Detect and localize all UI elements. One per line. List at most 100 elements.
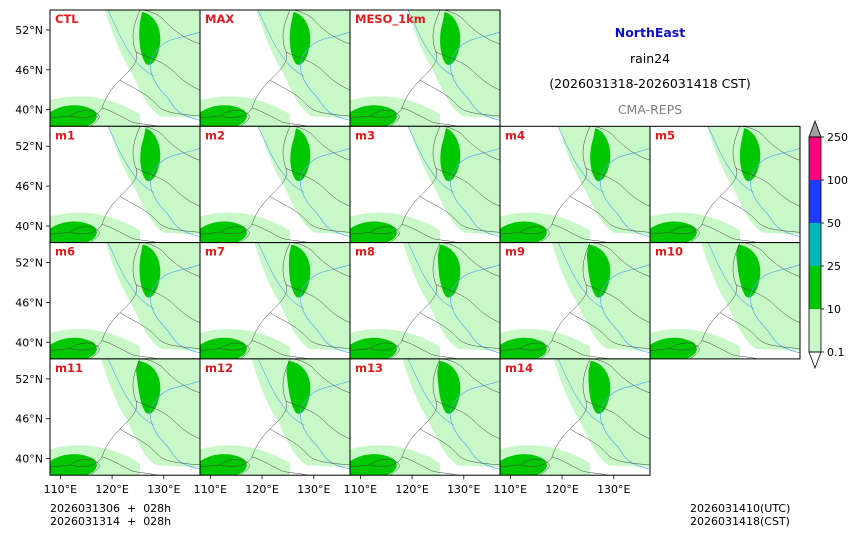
lat-tick-label: 40°N — [15, 220, 43, 233]
system-title: CMA-REPS — [617, 102, 683, 117]
boundary-line — [551, 224, 609, 243]
panel-m1: m1 — [49, 125, 201, 244]
boundary-line — [219, 342, 250, 359]
boundary-line — [589, 358, 650, 394]
panel-m6: m6 — [49, 242, 201, 360]
boundary-line — [439, 242, 500, 277]
boundary-line — [401, 340, 459, 359]
rain-moderate-core — [139, 12, 161, 65]
boundary-line — [50, 10, 141, 119]
panel-frame — [499, 358, 651, 476]
member-label: m14 — [505, 361, 533, 375]
member-label: m3 — [355, 128, 375, 142]
boundary-line — [419, 428, 500, 466]
boundary-line — [369, 342, 400, 359]
lon-tick-label: 130°E — [447, 483, 480, 496]
colorbar-extend-under — [808, 351, 822, 370]
boundary-line — [139, 10, 200, 45]
boundary-line — [419, 312, 500, 349]
boundary-line — [350, 242, 441, 351]
rain-light-region — [623, 132, 650, 168]
boundary-line — [119, 79, 200, 117]
rain-light-region — [766, 248, 800, 285]
boundary-line — [585, 400, 650, 440]
boundary-line — [285, 284, 350, 323]
boundary-line — [551, 340, 609, 359]
lon-tick-label: 120°E — [545, 483, 578, 496]
member-label: MAX — [205, 12, 234, 26]
longitude-axis: 110°E 120°E 130°E 110°E 120°E 130°E 110°E 120°E… — [44, 475, 631, 496]
river-line — [450, 31, 500, 121]
lon-tick-label: 120°E — [395, 483, 428, 496]
boundary-line — [269, 312, 350, 349]
river-line — [450, 264, 500, 354]
boundary-line — [350, 358, 441, 468]
rain-moderate-core — [736, 244, 761, 298]
boundary-line — [701, 340, 759, 359]
rain-moderate-core — [588, 360, 611, 414]
boundary-line — [719, 196, 800, 233]
lon-tick-label: 110°E — [494, 483, 527, 496]
init-time-utc: 2026031306 + 028h — [50, 502, 172, 515]
river-line — [150, 31, 200, 121]
boundary-line — [401, 224, 459, 243]
boundary-line — [585, 284, 650, 323]
river-line — [407, 10, 455, 77]
boundary-line — [669, 342, 700, 359]
boundary-line — [285, 400, 350, 440]
lat-tick-label: 46°N — [15, 296, 43, 309]
river-line — [407, 242, 455, 309]
river-line — [107, 10, 155, 77]
rain-moderate-core — [437, 360, 461, 414]
valid-time-utc: 2026031410(UTC) — [690, 502, 791, 515]
lat-tick-label: 52°N — [15, 257, 43, 270]
lon-tick-label: 110°E — [44, 483, 77, 496]
boundary-line — [439, 10, 500, 45]
boundary-line — [289, 10, 350, 45]
panel-m7: m7 — [199, 242, 351, 360]
boundary-line — [285, 168, 350, 207]
boundary-line — [419, 79, 500, 117]
boundary-line — [135, 400, 200, 440]
boundary-line — [69, 342, 100, 359]
boundary-line — [439, 126, 500, 161]
panel-max: MAX — [199, 9, 351, 127]
boundary-line — [219, 459, 250, 476]
boundary-line — [139, 358, 200, 394]
colorbar-tick-label: 100 — [827, 174, 848, 187]
river-line — [557, 358, 605, 426]
lon-tick-label: 130°E — [297, 483, 330, 496]
panel-m11: m11 — [49, 358, 201, 476]
panel-m2: m2 — [199, 125, 351, 244]
boundary-line — [435, 284, 500, 323]
river-line — [257, 126, 305, 193]
river-line — [750, 264, 800, 354]
rain-moderate-core — [136, 360, 161, 414]
lon-tick-label: 110°E — [194, 483, 227, 496]
panel-m4: m4 — [499, 125, 651, 244]
colorbar-tick-label: 25 — [827, 260, 841, 273]
river-line — [300, 380, 350, 470]
boundary-line — [500, 358, 591, 468]
boundary-line — [401, 456, 459, 476]
boundary-line — [139, 126, 200, 161]
boundary-line — [735, 168, 800, 207]
rain-light-region — [467, 248, 500, 285]
boundary-line — [50, 358, 141, 468]
rain-light-region — [323, 132, 350, 168]
river-line — [300, 264, 350, 354]
boundary-line — [519, 342, 550, 359]
member-label: m5 — [655, 128, 675, 142]
boundary-line — [200, 10, 291, 119]
river-line — [407, 126, 455, 193]
panel-m8: m8 — [349, 242, 501, 360]
boundary-line — [735, 284, 800, 323]
panel-m3: m3 — [349, 125, 501, 244]
boundary-line — [650, 242, 741, 351]
member-label: m1 — [55, 128, 75, 142]
boundary-line — [101, 456, 159, 476]
boundary-line — [285, 51, 350, 91]
lat-tick-label: 52°N — [15, 373, 43, 386]
member-label: m12 — [205, 361, 233, 375]
